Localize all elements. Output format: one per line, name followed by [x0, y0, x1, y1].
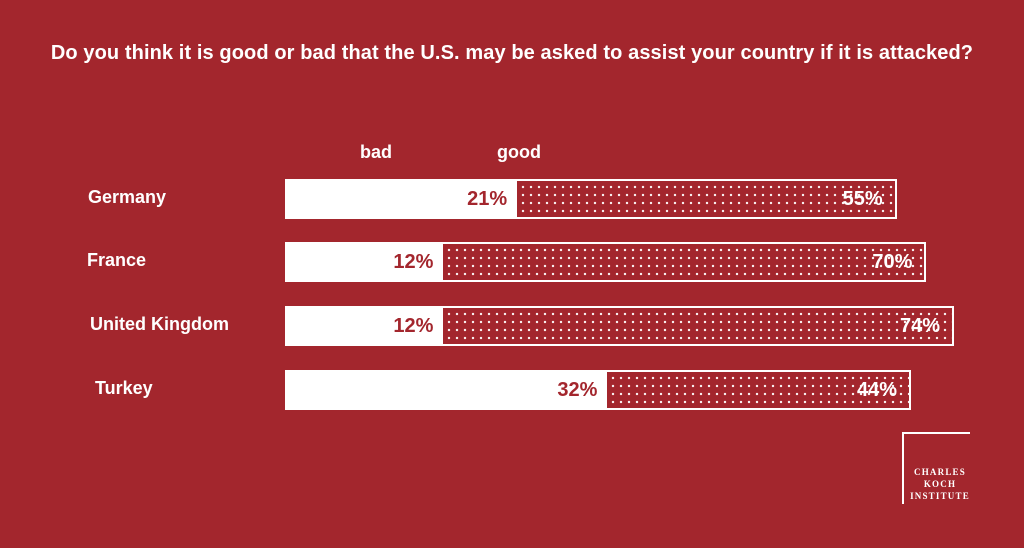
- data-label-good: 70%: [872, 250, 913, 273]
- bar-segment-bad: 12%: [285, 242, 444, 282]
- data-label-bad: 32%: [557, 378, 598, 401]
- bar-row: 32% 44%: [285, 370, 911, 410]
- bar-segment-good: 55%: [517, 179, 897, 219]
- category-label: Germany: [88, 187, 167, 207]
- bar-row: 12% 74%: [285, 306, 954, 346]
- bar-segment-bad: 32%: [285, 370, 608, 410]
- bar-segment-good: 70%: [443, 242, 927, 282]
- data-label-bad: 12%: [393, 250, 434, 273]
- charles-koch-institute-logo: [902, 432, 970, 504]
- data-label-good: 44%: [856, 378, 897, 401]
- logo-wordmark: CHARLES KOCH INSTITUTE: [908, 466, 972, 502]
- logo-line-2: KOCH: [923, 479, 957, 489]
- chart-title: Do you think it is good or bad that the …: [50, 42, 974, 64]
- bar-segment-bad: 21%: [285, 179, 518, 219]
- logo-line-3: INSTITUTE: [910, 491, 970, 501]
- bar-row: 12% 70%: [285, 242, 927, 282]
- category-label: France: [87, 250, 147, 270]
- data-label-bad: 12%: [393, 314, 434, 337]
- legend-bad-label: bad: [360, 142, 393, 162]
- data-label-bad: 21%: [467, 187, 508, 210]
- bar-segment-good: 74%: [443, 306, 954, 346]
- data-label-good: 55%: [842, 187, 883, 210]
- category-label: United Kingdom: [90, 314, 229, 334]
- category-label: Turkey: [95, 378, 153, 398]
- bar-segment-bad: 12%: [285, 306, 444, 346]
- bar-row: 21% 55%: [285, 179, 897, 219]
- data-label-good: 74%: [899, 314, 940, 337]
- legend-good-label: good: [497, 142, 541, 162]
- logo-line-1: CHARLES: [914, 467, 966, 477]
- bar-segment-good: 44%: [607, 370, 911, 410]
